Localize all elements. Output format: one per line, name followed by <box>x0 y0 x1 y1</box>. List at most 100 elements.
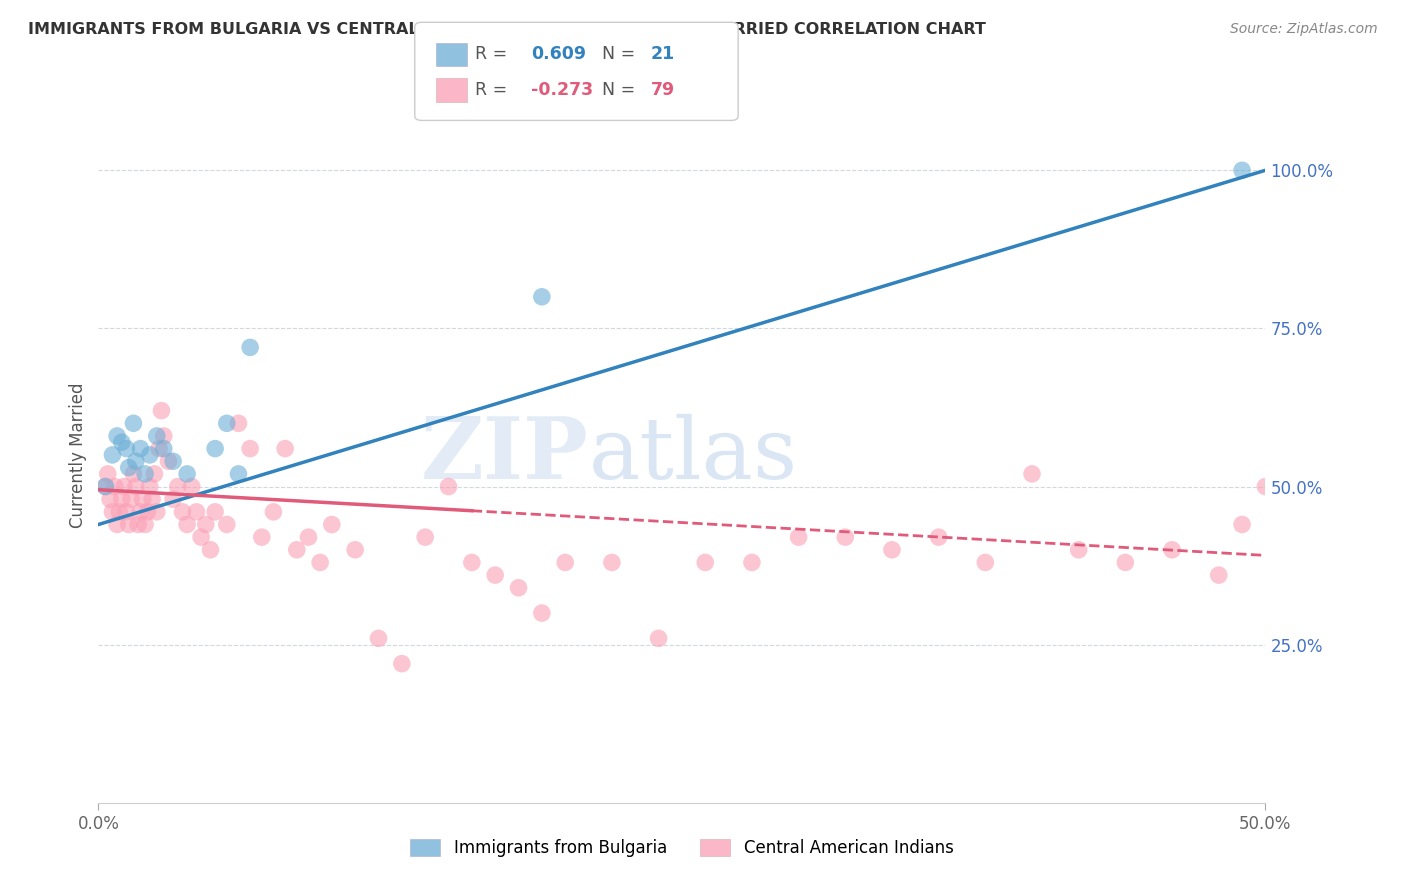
Text: 0.609: 0.609 <box>531 45 586 63</box>
Point <box>367 632 389 646</box>
Point <box>413 530 436 544</box>
Point <box>176 517 198 532</box>
Point <box>115 505 138 519</box>
Point <box>204 505 226 519</box>
Point <box>129 442 152 456</box>
Point <box>150 403 173 417</box>
Point <box>94 479 117 493</box>
Point <box>152 429 174 443</box>
Point <box>1021 467 1043 481</box>
Point <box>1254 479 1277 493</box>
Point <box>204 442 226 456</box>
Text: ZIP: ZIP <box>420 413 589 497</box>
Point <box>105 429 128 443</box>
Point <box>1067 542 1090 557</box>
Point <box>321 517 343 532</box>
Point <box>146 505 169 519</box>
Point <box>139 479 162 493</box>
Point <box>132 492 155 507</box>
Text: -0.273: -0.273 <box>531 81 593 99</box>
Point <box>134 467 156 481</box>
Point <box>554 556 576 570</box>
Point <box>98 492 121 507</box>
Point <box>695 556 717 570</box>
Legend: Immigrants from Bulgaria, Central American Indians: Immigrants from Bulgaria, Central Americ… <box>404 832 960 864</box>
Text: 21: 21 <box>651 45 675 63</box>
Point <box>215 517 238 532</box>
Text: 79: 79 <box>651 81 675 99</box>
Point <box>787 530 810 544</box>
Point <box>108 505 131 519</box>
Point <box>162 492 184 507</box>
Point <box>200 542 222 557</box>
Point <box>127 517 149 532</box>
Point <box>120 492 142 507</box>
Point <box>172 505 194 519</box>
Point <box>115 442 138 456</box>
Point <box>239 442 262 456</box>
Point <box>309 556 332 570</box>
Point <box>262 505 284 519</box>
Point <box>834 530 856 544</box>
Point <box>250 530 273 544</box>
Point <box>157 454 180 468</box>
Point <box>111 435 134 450</box>
Point <box>647 632 669 646</box>
Point <box>391 657 413 671</box>
Point <box>297 530 319 544</box>
Point <box>146 429 169 443</box>
Point <box>139 448 162 462</box>
Point <box>101 448 124 462</box>
Text: R =: R = <box>475 81 513 99</box>
Text: N =: N = <box>602 45 641 63</box>
Point <box>104 479 127 493</box>
Point <box>285 542 308 557</box>
Point <box>122 417 145 431</box>
Point <box>111 492 134 507</box>
Point <box>186 505 208 519</box>
Y-axis label: Currently Married: Currently Married <box>69 382 87 528</box>
Text: N =: N = <box>602 81 641 99</box>
Point <box>1230 163 1253 178</box>
Point <box>1208 568 1230 582</box>
Point <box>118 517 141 532</box>
Text: atlas: atlas <box>589 413 797 497</box>
Point <box>152 442 174 456</box>
Point <box>112 479 135 493</box>
Point <box>1371 568 1393 582</box>
Point <box>136 505 159 519</box>
Text: IMMIGRANTS FROM BULGARIA VS CENTRAL AMERICAN INDIAN CURRENTLY MARRIED CORRELATIO: IMMIGRANTS FROM BULGARIA VS CENTRAL AMER… <box>28 22 986 37</box>
Point <box>166 479 188 493</box>
Point <box>134 517 156 532</box>
Point <box>530 606 553 620</box>
Point <box>125 454 148 468</box>
Point <box>101 505 124 519</box>
Point <box>437 479 460 493</box>
Point <box>176 467 198 481</box>
Point <box>162 454 184 468</box>
Point <box>1278 556 1301 570</box>
Point <box>1161 542 1184 557</box>
Point <box>741 556 763 570</box>
Point <box>215 417 238 431</box>
Point <box>105 517 128 532</box>
Point <box>239 340 262 354</box>
Point <box>94 479 117 493</box>
Point <box>508 581 530 595</box>
Point <box>129 505 152 519</box>
Point <box>1324 556 1347 570</box>
Point <box>484 568 506 582</box>
Point <box>1230 517 1253 532</box>
Point <box>600 556 623 570</box>
Point <box>228 417 250 431</box>
Point <box>530 290 553 304</box>
Point <box>190 530 212 544</box>
Point <box>461 556 484 570</box>
Point <box>148 442 170 456</box>
Point <box>880 542 903 557</box>
Point <box>125 479 148 493</box>
Point <box>122 467 145 481</box>
Text: Source: ZipAtlas.com: Source: ZipAtlas.com <box>1230 22 1378 37</box>
Point <box>274 442 297 456</box>
Point <box>143 467 166 481</box>
